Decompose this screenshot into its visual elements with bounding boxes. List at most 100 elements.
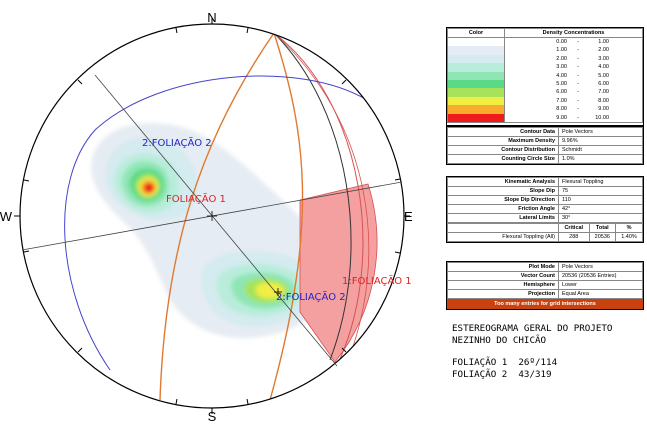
- contour-panel: Contour Data Pole Vectors Maximum Density 9…: [446, 126, 644, 165]
- table-row: Counting Circle Size 1.0%: [447, 154, 643, 164]
- row-label: Counting Circle Size: [447, 154, 559, 164]
- row-value: 75: [558, 186, 643, 196]
- result-spacer: [447, 223, 559, 233]
- result-critical: 288: [558, 232, 590, 242]
- row-value: Lower: [558, 280, 643, 290]
- row-label: Slope Dip Direction: [447, 195, 559, 205]
- legend-swatch: [448, 71, 504, 80]
- legend-range: 4.00 - 5.00: [505, 72, 642, 80]
- east-label: E: [404, 209, 413, 224]
- west-label: W: [0, 209, 13, 224]
- legend-range-to: 2.00: [598, 47, 609, 54]
- plot-table: Plot Mode Pole Vectors Vector Count 20536 (…: [447, 262, 643, 299]
- legend-swatch: [448, 63, 504, 72]
- row-value: 110: [558, 195, 643, 205]
- legend-range: 0.00 - 1.00: [505, 38, 642, 46]
- south-label: S: [208, 409, 217, 424]
- row-label: Slope Dip: [447, 186, 559, 196]
- legend-swatch: [448, 88, 504, 97]
- legend-range-to: 6.00: [598, 80, 609, 87]
- legend-color-header: Color: [447, 28, 505, 38]
- row-value: Pole Vectors: [558, 262, 643, 272]
- plane-label-foliacao-1: 1:FOLIAÇÃO 1: [342, 274, 412, 287]
- legend-range: 7.00 - 8.00: [505, 97, 642, 105]
- row-value: Schmidt: [558, 145, 643, 155]
- legend-swatch: [448, 96, 504, 106]
- legend-swatch: [448, 113, 504, 122]
- critical-zone: [299, 183, 378, 363]
- row-label: Maximum Density: [447, 136, 559, 146]
- plot-panel: Plot Mode Pole Vectors Vector Count 20536 (…: [446, 261, 644, 310]
- legend-range: 3.00 - 4.00: [505, 63, 642, 71]
- legend-range-column: 0.00 - 1.00 1.00 - 2.00 2.00-3.00 3.00 - 4.00 4.00…: [504, 37, 643, 123]
- table-row: Lateral Limits 30°: [447, 213, 643, 223]
- row-value: Equal Area: [558, 289, 643, 299]
- legend-range-from: 0.00: [556, 39, 567, 45]
- row-label: Contour Data: [447, 127, 559, 137]
- legend-range-to: 3.00: [598, 55, 609, 62]
- table-row: Plot Mode Pole Vectors: [447, 262, 643, 272]
- legend-range-from: 4.00: [556, 72, 567, 79]
- legend-range-to: 9.00: [598, 106, 609, 113]
- legend-swatch: [448, 46, 504, 55]
- row-label: Contour Distribution: [447, 145, 559, 155]
- row-label: Vector Count: [447, 271, 559, 281]
- legend-range-to: 10.00: [595, 114, 609, 121]
- density-legend-table: Color Density Concentrations 0.00 - 1.00 1.…: [447, 28, 643, 123]
- legend-range: 8.00 - 9.00: [505, 105, 642, 113]
- legend-range-to: 1.00: [598, 39, 609, 45]
- legend-swatch-column: [447, 37, 505, 123]
- legend-range: 2.00 - 3.00: [505, 55, 642, 63]
- project-title-1: ESTEREOGRAMA GERAL DO PROJETO: [452, 323, 613, 334]
- legend-range-dash: -: [577, 47, 579, 54]
- legend-range: 6.00 - 7.00: [505, 88, 642, 96]
- legend-range-dash: -: [577, 72, 579, 79]
- kinematic-table: Kinematic Analysis Flexural Toppling Slope…: [447, 177, 643, 223]
- legend-swatch: [448, 38, 504, 47]
- row-value: 9.96%: [558, 136, 643, 146]
- plane-foliacao-1: [273, 32, 364, 373]
- result-header-total: Total: [588, 223, 617, 233]
- table-row: Kinematic Analysis Flexural Toppling: [447, 177, 643, 187]
- legend-range-from: 9.00: [556, 114, 567, 121]
- grid-warning-banner: Too many entries for grid intersections: [447, 299, 643, 309]
- row-label: Hemisphere: [447, 280, 559, 290]
- row-value: Pole Vectors: [558, 127, 643, 137]
- row-value: 20536 (20536 Entries): [558, 271, 643, 281]
- table-row: Slope Dip 75: [447, 186, 643, 196]
- foliation-2-attitude: FOLIAÇÃO 2 43/319: [452, 369, 552, 380]
- result-label: Flexural Toppling (All): [447, 232, 559, 242]
- legend-density-header: Density Concentrations: [504, 28, 643, 38]
- row-label: Projection: [447, 289, 559, 299]
- legend-range-dash: -: [577, 64, 579, 71]
- row-label: Plot Mode: [447, 262, 559, 272]
- pole-label-foliacao-2-upper: 2:FOLIAÇÃO 2: [142, 136, 212, 149]
- slope-plane: [273, 32, 352, 361]
- row-label: Friction Angle: [447, 204, 559, 214]
- plane-foliacao-2: [64, 75, 368, 371]
- kinematic-panel: Kinematic Analysis Flexural Toppling Slope…: [446, 176, 644, 243]
- legend-range: 9.00 - 10.00: [505, 114, 642, 122]
- row-label: Lateral Limits: [447, 213, 559, 223]
- project-title-2: NEZINHO DO CHICÃO: [452, 335, 547, 346]
- legend-range-dash: -: [577, 97, 579, 104]
- foliation-1-attitude: FOLIAÇÃO 1 26º/114: [452, 357, 558, 368]
- result-header-critical: Critical: [558, 223, 590, 233]
- legend-range-dash: -: [577, 114, 579, 121]
- legend-range: 5.00 - 6.00: [505, 80, 642, 88]
- legend-swatch: [448, 54, 504, 64]
- row-value: 30°: [558, 213, 643, 223]
- legend-range-from: 6.00: [556, 89, 567, 96]
- result-header-percent: %: [615, 223, 643, 233]
- table-row: Friction Angle 42°: [447, 204, 643, 214]
- legend-range-dash: -: [577, 39, 579, 45]
- table-row: Vector Count 20536 (20536 Entries): [447, 271, 643, 281]
- result-percent: 1.40%: [615, 232, 643, 242]
- table-row: Contour Distribution Schmidt: [447, 145, 643, 155]
- legend-range-to: 8.00: [598, 97, 609, 104]
- north-label: N: [207, 10, 216, 25]
- legend-range-dash: -: [577, 106, 579, 113]
- legend-range-from: 7.00: [556, 97, 567, 104]
- legend-range-to: 4.00: [598, 64, 609, 71]
- pole-label-foliacao-2-lower: 2:FOLIAÇÃO 2: [276, 290, 346, 303]
